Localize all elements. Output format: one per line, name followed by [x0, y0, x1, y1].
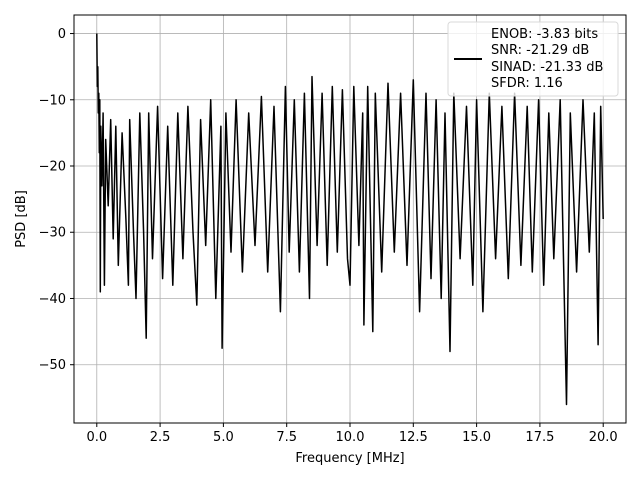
- x-tick-label: 7.5: [276, 430, 297, 445]
- x-tick-label: 20.0: [589, 430, 618, 445]
- x-ticks: 0.0 2.5 5.0 7.5 10.0 12.5 15.0 17.5 20.0: [86, 423, 618, 445]
- x-tick-label: 17.5: [525, 430, 554, 445]
- legend-enob: ENOB: -3.83 bits: [491, 27, 598, 42]
- legend: ENOB: -3.83 bits SNR: -21.29 dB SINAD: -…: [447, 21, 619, 97]
- y-tick-label: −50: [39, 358, 66, 373]
- y-tick-label: −20: [39, 160, 66, 175]
- y-tick-label: 0: [58, 27, 66, 42]
- y-tick-label: −10: [39, 93, 66, 108]
- x-tick-label: 12.5: [399, 430, 428, 445]
- x-tick-label: 15.0: [462, 430, 491, 445]
- legend-box: [447, 21, 619, 97]
- x-tick-label: 0.0: [86, 430, 107, 445]
- y-tick-label: −40: [39, 292, 66, 307]
- x-tick-label: 2.5: [150, 430, 171, 445]
- x-axis-label: Frequency [MHz]: [295, 451, 404, 466]
- y-ticks: 0 −10 −20 −30 −40 −50: [39, 27, 74, 373]
- legend-sfdr: SFDR: 1.16: [491, 76, 563, 91]
- y-tick-label: −30: [39, 226, 66, 241]
- y-axis-label: PSD [dB]: [14, 190, 29, 248]
- psd-series-line: [96, 33, 604, 406]
- legend-sinad: SINAD: -21.33 dB: [491, 60, 603, 75]
- x-tick-label: 5.0: [213, 430, 234, 445]
- legend-snr: SNR: -21.29 dB: [491, 43, 589, 58]
- series-layer: [96, 33, 604, 406]
- x-tick-label: 10.0: [336, 430, 365, 445]
